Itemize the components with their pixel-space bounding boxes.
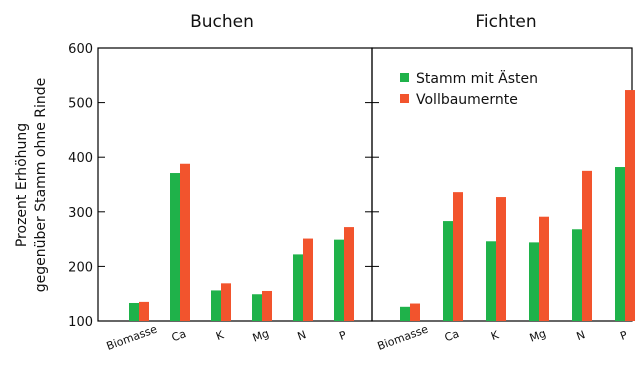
bars-group xyxy=(129,90,635,322)
bar-fichten-biomasse-vollbaumernte xyxy=(410,303,420,321)
y-axis-title-line-1: Prozent Erhöhung xyxy=(14,123,30,247)
y-tick-label-400: 400 xyxy=(68,151,93,166)
bar-fichten-biomasse-stamm-mit-aesten xyxy=(400,306,410,321)
legend-label-stamm-mit-aesten: Stamm mit Ästen xyxy=(416,69,538,87)
bar-buchen-n-vollbaumernte xyxy=(303,238,313,321)
bar-buchen-p-stamm-mit-aesten xyxy=(334,239,344,321)
category-label-buchen-biomasse: Biomasse xyxy=(105,322,159,352)
bar-buchen-biomasse-stamm-mit-aesten xyxy=(129,302,139,321)
legend-swatch-stamm-mit-aesten xyxy=(400,73,409,82)
category-labels: Biomasse Ca K Mg N P Biomasse Ca K Mg N P xyxy=(105,322,630,352)
category-label-fichten-biomasse: Biomasse xyxy=(376,322,430,352)
category-label-fichten-p: P xyxy=(618,328,629,343)
bar-buchen-n-stamm-mit-aesten xyxy=(293,254,303,321)
bar-buchen-k-vollbaumernte xyxy=(221,283,231,321)
bar-fichten-mg-vollbaumernte xyxy=(539,216,549,321)
y-tick-label-100: 100 xyxy=(68,315,93,330)
panel-title-buchen: Buchen xyxy=(190,12,254,32)
y-tick-label-600: 600 xyxy=(68,42,93,57)
legend-swatch-vollbaumernte xyxy=(400,94,409,103)
legend: Stamm mit Ästen Vollbaumernte xyxy=(400,69,538,108)
bar-fichten-ca-vollbaumernte xyxy=(453,192,463,321)
bar-fichten-mg-stamm-mit-aesten xyxy=(529,242,539,321)
legend-label-vollbaumernte: Vollbaumernte xyxy=(416,92,518,108)
bar-fichten-n-vollbaumernte xyxy=(582,170,592,321)
bar-fichten-k-vollbaumernte xyxy=(496,197,506,321)
y-tick-label-300: 300 xyxy=(68,206,93,221)
category-label-buchen-ca: Ca xyxy=(170,327,188,344)
category-label-buchen-n: N xyxy=(296,328,308,343)
category-label-fichten-mg: Mg xyxy=(528,327,548,345)
y-tick-label-500: 500 xyxy=(68,97,93,112)
category-label-fichten-ca: Ca xyxy=(443,327,461,344)
bar-fichten-ca-stamm-mit-aesten xyxy=(443,221,453,321)
bar-fichten-p-vollbaumernte xyxy=(625,90,635,322)
bar-buchen-biomasse-vollbaumernte xyxy=(139,301,149,321)
category-label-buchen-k: K xyxy=(214,328,226,343)
bar-buchen-ca-vollbaumernte xyxy=(180,163,190,321)
category-label-buchen-mg: Mg xyxy=(251,327,271,345)
bar-buchen-mg-vollbaumernte xyxy=(262,290,272,321)
bar-buchen-mg-stamm-mit-aesten xyxy=(252,294,262,321)
panel-title-fichten: Fichten xyxy=(475,12,536,32)
bar-buchen-p-vollbaumernte xyxy=(344,227,354,321)
y-axis-title-line-2: gegenüber Stamm ohne Rinde xyxy=(33,78,49,293)
bar-fichten-p-stamm-mit-aesten xyxy=(615,167,625,321)
y-tick-label-200: 200 xyxy=(68,260,93,275)
category-label-fichten-k: K xyxy=(489,328,501,343)
bar-fichten-k-stamm-mit-aesten xyxy=(486,241,496,321)
bar-fichten-n-stamm-mit-aesten xyxy=(572,229,582,321)
category-label-buchen-p: P xyxy=(337,328,348,343)
panel-frame-buchen xyxy=(97,47,373,322)
bar-buchen-ca-stamm-mit-aesten xyxy=(170,173,180,321)
bar-buchen-k-stamm-mit-aesten xyxy=(211,290,221,321)
category-label-fichten-n: N xyxy=(575,328,587,343)
